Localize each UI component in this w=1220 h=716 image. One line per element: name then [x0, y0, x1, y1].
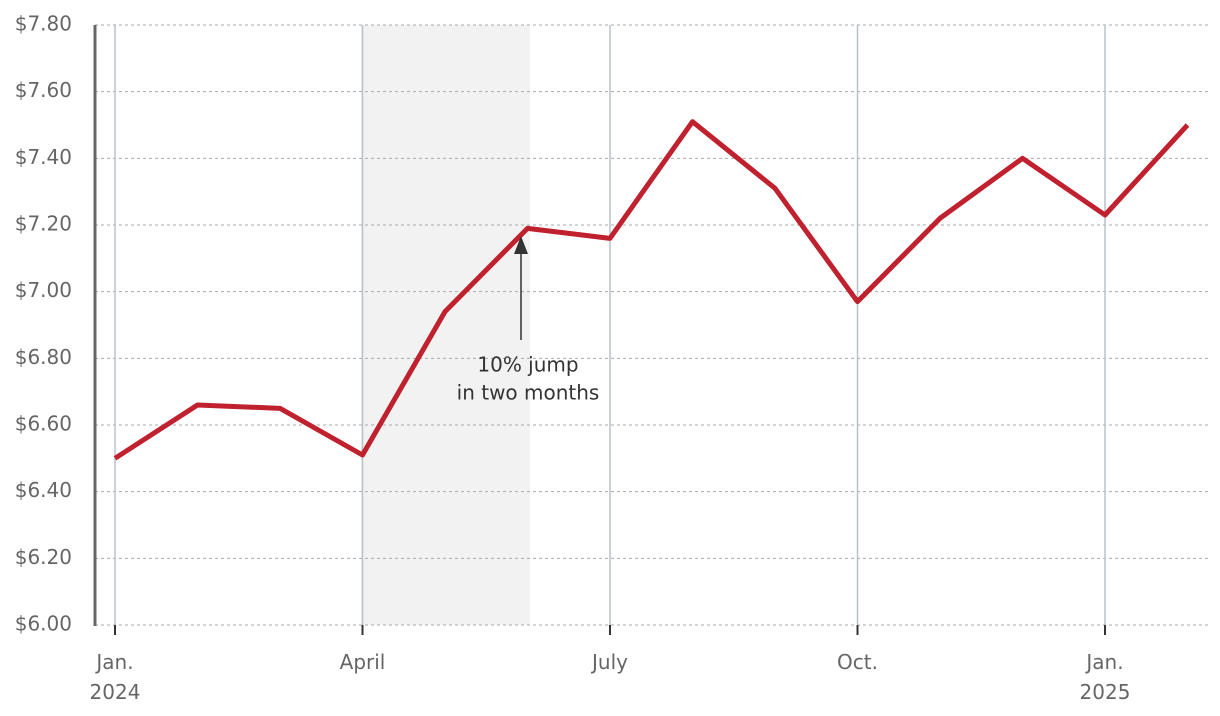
line-series — [113, 119, 1190, 461]
x-tick-label: Jan. 2025 — [1080, 650, 1131, 704]
x-tick-label: April — [340, 650, 386, 674]
x-tick-label: Jan. 2024 — [90, 650, 141, 704]
y-tick-label: $6.60 — [15, 412, 72, 436]
x-tick-label: Oct. — [837, 650, 878, 674]
y-tick-label: $7.80 — [15, 12, 72, 36]
y-tick-label: $7.00 — [15, 278, 72, 302]
highlight-band — [361, 25, 530, 625]
y-tick-label: $7.60 — [15, 78, 72, 102]
y-tick-label: $7.20 — [15, 212, 72, 236]
annotation: in two months — [457, 381, 600, 405]
y-tick-label: $6.80 — [15, 345, 72, 369]
annotation: 10% jump — [477, 353, 578, 377]
y-tick-label: $6.20 — [15, 545, 72, 569]
x-tick-label: July — [590, 650, 628, 674]
y-tick-label: $6.00 — [15, 612, 72, 636]
y-tick-label: $7.40 — [15, 145, 72, 169]
annotation-arrowhead — [514, 236, 528, 254]
y-tick-label: $6.40 — [15, 478, 72, 502]
